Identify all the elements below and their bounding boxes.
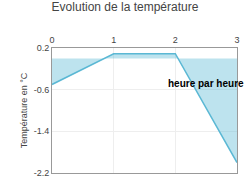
svg-text:1: 1 xyxy=(111,35,116,45)
svg-text:-2.2: -2.2 xyxy=(34,168,50,178)
svg-text:2: 2 xyxy=(173,35,178,45)
svg-text:-0.6: -0.6 xyxy=(34,85,50,95)
svg-text:0: 0 xyxy=(49,35,54,45)
svg-text:-1.4: -1.4 xyxy=(34,126,50,136)
svg-text:0.2: 0.2 xyxy=(37,43,50,53)
svg-text:Evolution de la température: Evolution de la température xyxy=(52,0,199,14)
svg-text:Température en °C: Température en °C xyxy=(19,72,29,148)
svg-text:heure par heure: heure par heure xyxy=(168,78,244,89)
svg-text:3: 3 xyxy=(234,35,239,45)
